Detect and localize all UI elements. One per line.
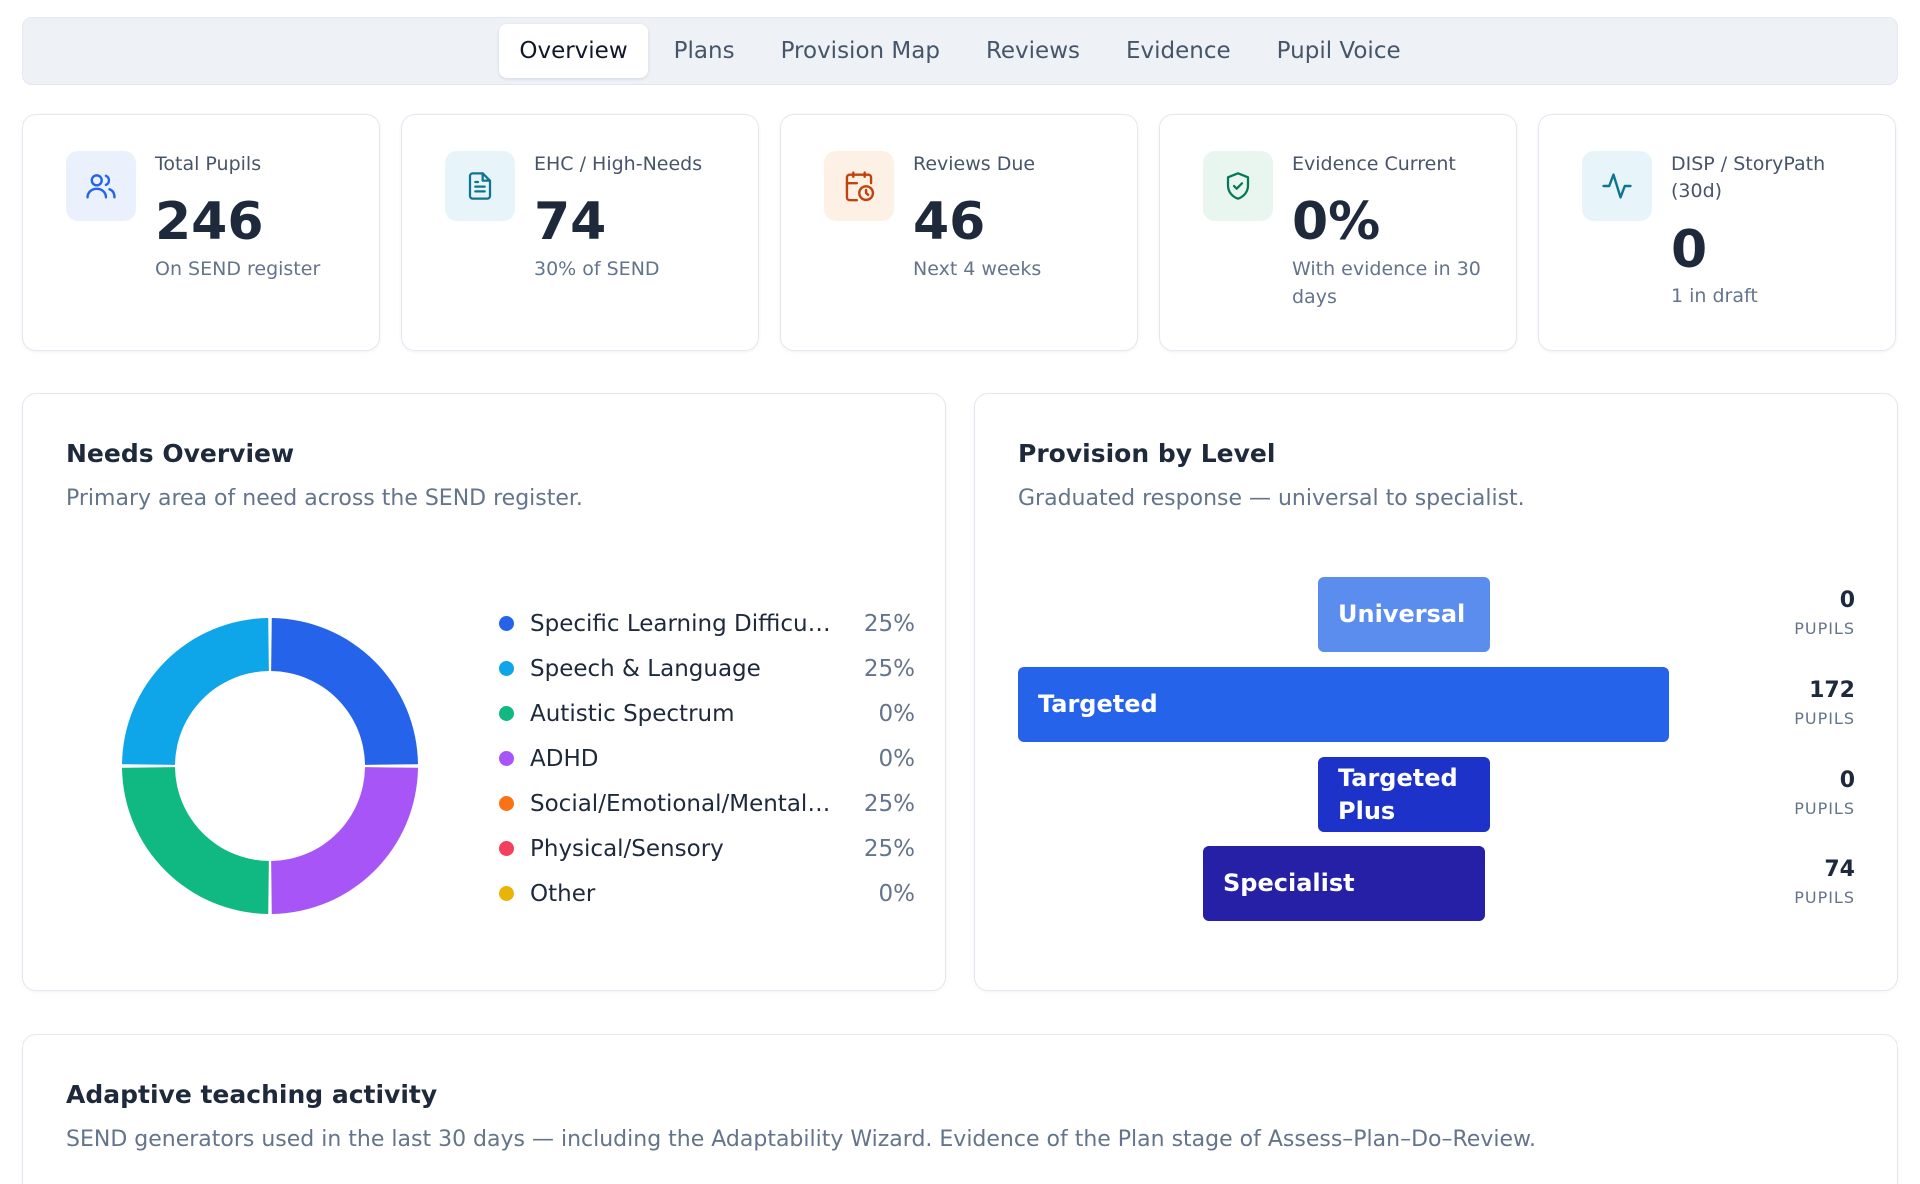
stat-card-evidence-current: Evidence Current 0% With evidence in 30 … (1159, 114, 1517, 351)
legend-dot (499, 841, 514, 856)
stats-row: Total Pupils 246 On SEND register EHC / … (22, 114, 1898, 351)
legend-label: ADHD (530, 745, 599, 772)
stat-card-reviews-due: Reviews Due 46 Next 4 weeks (780, 114, 1138, 351)
stat-subtext: 1 in draft (1671, 285, 1758, 307)
stat-label: Reviews Due (913, 153, 1036, 175)
adaptive-teaching-panel: Adaptive teaching activity SEND generato… (22, 1034, 1898, 1184)
stat-label: EHC / High-Needs (534, 153, 703, 175)
level-bar-targeted-plus[interactable]: Targeted Plus (1318, 757, 1490, 832)
legend-label: Other (530, 880, 596, 907)
stat-subtext: With evidence in 30 days (1292, 258, 1481, 308)
count-unit: PUPILS (1794, 799, 1855, 818)
activity-icon (1582, 151, 1652, 221)
stat-label: Total Pupils (155, 153, 262, 175)
legend-dot (499, 661, 514, 676)
stat-subtext: Next 4 weeks (913, 258, 1042, 280)
level-bar-targeted[interactable]: Targeted (1018, 667, 1669, 742)
donut-slice[interactable] (122, 618, 269, 765)
stat-value: 46 (913, 192, 986, 252)
stat-value: 246 (155, 192, 264, 252)
level-count-targeted: 172 PUPILS (1794, 676, 1855, 732)
calendar-clock-icon (824, 151, 894, 221)
legend-item: Autistic Spectrum 0% (495, 691, 915, 736)
donut-slice[interactable] (271, 767, 418, 914)
tab-evidence[interactable]: Evidence (1126, 38, 1231, 64)
tab-plans[interactable]: Plans (673, 38, 735, 64)
count-unit: PUPILS (1794, 709, 1855, 728)
legend-label: Social/Emotional/Mental … (530, 790, 835, 817)
needs-legend: Specific Learning Difficulty 25% Speech … (495, 601, 915, 916)
stat-label: Evidence Current (1292, 153, 1456, 175)
panel-description: Primary area of need across the SEND reg… (66, 486, 583, 511)
legend-item: Specific Learning Difficulty 25% (495, 601, 915, 646)
legend-item: Social/Emotional/Mental … 25% (495, 781, 915, 826)
level-label: Universal (1338, 600, 1466, 628)
legend-item: Physical/Sensory 25% (495, 826, 915, 871)
legend-value: 0% (878, 745, 916, 772)
stat-card-total-pupils: Total Pupils 246 On SEND register (22, 114, 380, 351)
needs-donut-chart (122, 618, 418, 914)
panel-title: Needs Overview (66, 439, 295, 468)
donut-slice[interactable] (271, 618, 418, 765)
legend-value: 25% (863, 835, 915, 862)
panel-title: Provision by Level (1018, 439, 1276, 468)
legend-dot (499, 886, 514, 901)
legend-value: 0% (878, 700, 916, 727)
level-label: Specialist (1223, 869, 1355, 897)
tab-reviews[interactable]: Reviews (985, 38, 1080, 64)
legend-item: Other 0% (495, 871, 915, 916)
legend-label: Physical/Sensory (530, 835, 724, 862)
needs-overview-panel: Needs Overview Primary area of need acro… (22, 393, 946, 991)
count-value: 0 (1839, 768, 1855, 793)
count-unit: PUPILS (1794, 619, 1855, 638)
count-value: 0 (1839, 588, 1855, 613)
legend-value: 25% (863, 790, 915, 817)
donut-slice[interactable] (122, 767, 269, 914)
count-value: 172 (1809, 678, 1855, 703)
stat-card-ehc-high-needs: EHC / High-Needs 74 30% of SEND (401, 114, 759, 351)
shield-check-icon (1203, 151, 1273, 221)
level-count-specialist: 74 PUPILS (1794, 855, 1855, 911)
legend-item: ADHD 0% (495, 736, 915, 781)
legend-label: Speech & Language (530, 655, 761, 682)
stat-value: 74 (534, 192, 607, 252)
provision-by-level-panel: Provision by Level Graduated response — … (974, 393, 1898, 991)
tab-provision-map[interactable]: Provision Map (780, 38, 940, 64)
legend-value: 0% (878, 880, 916, 907)
legend-label: Autistic Spectrum (530, 700, 735, 727)
legend-label: Specific Learning Difficulty (530, 610, 835, 637)
stat-label: DISP / StoryPath (30d) (1671, 153, 1826, 202)
level-bar-universal[interactable]: Universal (1318, 577, 1490, 652)
level-bar-specialist[interactable]: Specialist (1203, 846, 1485, 921)
stat-value: 0% (1292, 192, 1381, 252)
level-count-universal: 0 PUPILS (1794, 586, 1855, 642)
stat-subtext: 30% of SEND (534, 258, 660, 280)
document-icon (445, 151, 515, 221)
stat-value: 0 (1671, 220, 1708, 280)
panel-title: Adaptive teaching activity (66, 1080, 438, 1109)
tab-overview[interactable]: Overview (499, 24, 648, 78)
stat-card-disp-storypath: DISP / StoryPath (30d) 0 1 in draft (1538, 114, 1896, 351)
legend-dot (499, 616, 514, 631)
legend-dot (499, 796, 514, 811)
legend-value: 25% (863, 655, 915, 682)
users-icon (66, 151, 136, 221)
tab-pupil-voice[interactable]: Pupil Voice (1276, 38, 1401, 64)
legend-value: 25% (863, 610, 915, 637)
level-label: Targeted Plus (1338, 763, 1458, 825)
legend-dot (499, 751, 514, 766)
tab-bar: Overview Plans Provision Map Reviews Evi… (22, 17, 1898, 85)
level-label: Targeted (1038, 690, 1158, 718)
panel-description: SEND generators used in the last 30 days… (66, 1127, 1536, 1152)
count-unit: PUPILS (1794, 888, 1855, 907)
panel-description: Graduated response — universal to specia… (1018, 486, 1525, 511)
count-value: 74 (1824, 857, 1855, 882)
stat-subtext: On SEND register (155, 258, 321, 280)
level-count-targeted-plus: 0 PUPILS (1794, 766, 1855, 822)
legend-dot (499, 706, 514, 721)
legend-item: Speech & Language 25% (495, 646, 915, 691)
